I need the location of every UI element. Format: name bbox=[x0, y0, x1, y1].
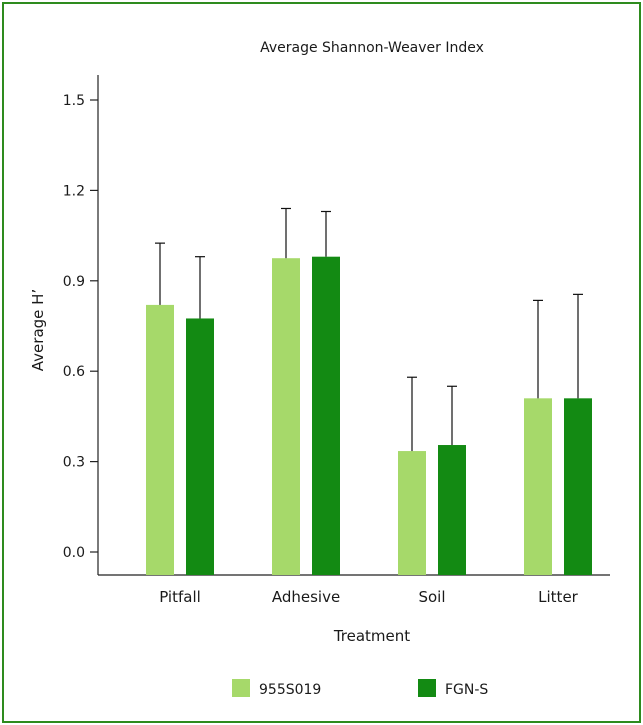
legend-swatch bbox=[418, 679, 436, 697]
y-tick-label: 0.0 bbox=[63, 545, 85, 561]
bar-955s019-litter bbox=[524, 398, 552, 575]
y-tick-label: 1.5 bbox=[63, 93, 85, 109]
y-axis-label: Average H’ bbox=[29, 289, 47, 371]
bar-955s019-soil bbox=[398, 451, 426, 575]
bar-fgn-s-soil bbox=[438, 445, 466, 575]
x-axis-label: Treatment bbox=[333, 627, 410, 645]
y-axis: 0.0 0.3 0.6 0.9 1.2 1.5 bbox=[63, 75, 99, 575]
legend-swatch bbox=[232, 679, 250, 697]
y-tick-label: 0.9 bbox=[63, 274, 85, 290]
x-tick-label: Pitfall bbox=[159, 588, 201, 606]
y-tick-label: 0.3 bbox=[63, 455, 85, 471]
bar-fgn-s-pitfall bbox=[186, 318, 214, 575]
x-axis: Pitfall Adhesive Soil Litter bbox=[98, 574, 610, 606]
x-tick-label: Soil bbox=[418, 588, 445, 606]
bars bbox=[146, 207, 592, 575]
y-tick-label: 0.6 bbox=[63, 364, 85, 380]
x-tick-label: Litter bbox=[538, 588, 579, 606]
legend-label: FGN-S bbox=[445, 682, 488, 698]
bar-955s019-pitfall bbox=[146, 304, 174, 575]
x-tick-label: Adhesive bbox=[272, 588, 340, 606]
bar-fgn-s-litter bbox=[564, 398, 592, 575]
legend-label: 955S019 bbox=[259, 682, 321, 698]
legend: 955S019 FGN-S bbox=[232, 679, 488, 698]
bar-fgn-s-adhesive bbox=[312, 256, 340, 575]
bar-955s019-adhesive bbox=[272, 258, 300, 575]
y-tick-label: 1.2 bbox=[63, 183, 85, 199]
chart-title: Average Shannon-Weaver Index bbox=[260, 40, 484, 56]
